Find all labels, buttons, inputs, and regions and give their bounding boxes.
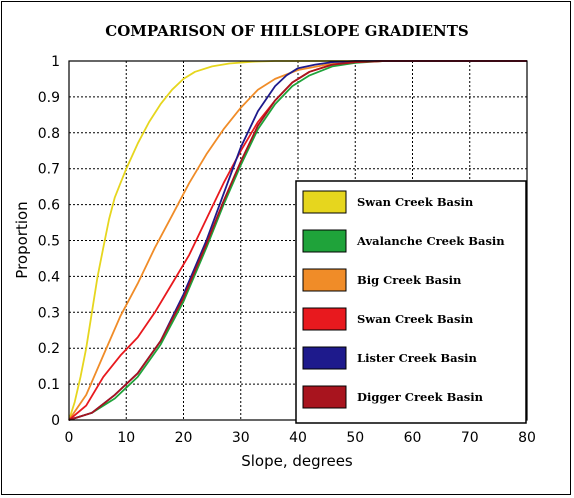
x-tick-labels: 0 10 20 30 40 50 60 70 80 xyxy=(65,430,536,446)
y-tick-label: 0.3 xyxy=(38,305,60,321)
y-tick-label: 0.4 xyxy=(38,269,60,285)
x-tick-label: 60 xyxy=(404,430,422,446)
legend-swatch-6 xyxy=(302,385,347,409)
x-tick-label: 20 xyxy=(175,430,193,446)
y-tick-label: 0.8 xyxy=(38,126,60,142)
series-layer xyxy=(68,60,527,421)
y-tick-labels: 0 0.1 0.2 0.3 0.4 0.5 0.6 0.7 0.8 0.9 1 xyxy=(38,54,60,429)
legend-swatch-2 xyxy=(302,229,347,253)
legend: Swan Creek Basin Avalanche Creek Basin Big… xyxy=(295,180,527,424)
chart-title: COMPARISON OF HILLSLOPE GRADIENTS xyxy=(105,22,468,40)
legend-label-6: Digger Creek Basin xyxy=(357,390,484,404)
series-line-2 xyxy=(68,60,527,421)
y-tick-label: 0 xyxy=(51,413,60,429)
y-tick-label: 0.5 xyxy=(38,234,60,250)
legend-box xyxy=(295,180,527,424)
y-tick-label: 0.6 xyxy=(38,198,60,214)
y-tick-label: 0.2 xyxy=(38,341,60,357)
y-axis-label: Proportion xyxy=(13,201,31,278)
x-axis-label: Slope, degrees xyxy=(241,452,353,470)
series-line-1 xyxy=(68,60,527,421)
x-tick-label: 50 xyxy=(346,430,364,446)
legend-swatch-4 xyxy=(302,307,347,331)
y-tick-label: 0.9 xyxy=(38,90,60,106)
legend-swatch-1 xyxy=(302,190,347,214)
legend-label-5: Lister Creek Basin xyxy=(357,351,477,365)
y-tick-label: 1 xyxy=(51,54,60,70)
x-tick-label: 70 xyxy=(461,430,479,446)
legend-label-4: Swan Creek Basin xyxy=(357,312,474,326)
x-tick-label: 0 xyxy=(65,430,74,446)
legend-swatch-3 xyxy=(302,268,347,292)
x-tick-label: 40 xyxy=(289,430,307,446)
legend-label-3: Big Creek Basin xyxy=(357,273,462,287)
legend-swatch-5 xyxy=(302,346,347,370)
legend-label-2: Avalanche Creek Basin xyxy=(356,234,505,248)
y-tick-label: 0.7 xyxy=(38,162,60,178)
y-tick-label: 0.1 xyxy=(38,377,60,393)
x-tick-label: 30 xyxy=(232,430,250,446)
x-tick-label: 80 xyxy=(518,430,536,446)
x-tick-label: 10 xyxy=(117,430,135,446)
legend-label-1: Swan Creek Basin xyxy=(357,195,474,209)
series-line-6 xyxy=(68,60,527,421)
